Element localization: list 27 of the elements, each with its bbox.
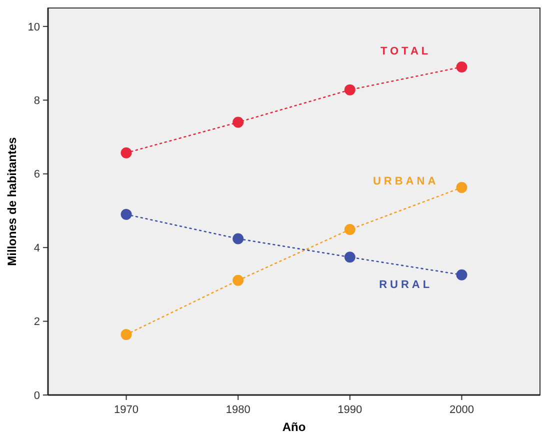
point — [456, 182, 468, 193]
point — [456, 61, 468, 72]
point — [232, 116, 244, 128]
point — [232, 274, 244, 286]
series-label: URBANA — [372, 176, 439, 188]
point — [344, 252, 356, 263]
y-tick-label: 10 — [28, 21, 40, 34]
point — [232, 233, 244, 244]
series-label: RURAL — [379, 279, 433, 291]
y-tick-label: 8 — [34, 94, 40, 107]
point — [344, 84, 356, 96]
x-tick-label: 1990 — [338, 404, 362, 416]
y-tick-label: 4 — [34, 242, 40, 254]
point — [120, 208, 132, 220]
point — [120, 147, 132, 158]
x-tick-label: 1980 — [226, 404, 250, 416]
x-tick-label: 2000 — [449, 404, 474, 416]
point — [344, 224, 356, 236]
series-label: TOTAL — [380, 45, 432, 58]
y-axis-title: Millones de habitantes — [5, 136, 19, 266]
x-tick-label: 1970 — [114, 404, 139, 416]
x-axis-title: Año — [282, 420, 306, 434]
y-tick-label: 2 — [34, 316, 40, 328]
point — [456, 269, 468, 280]
y-tick-label: 0 — [34, 390, 40, 402]
y-tick-label: 6 — [34, 168, 40, 181]
point — [120, 329, 132, 340]
